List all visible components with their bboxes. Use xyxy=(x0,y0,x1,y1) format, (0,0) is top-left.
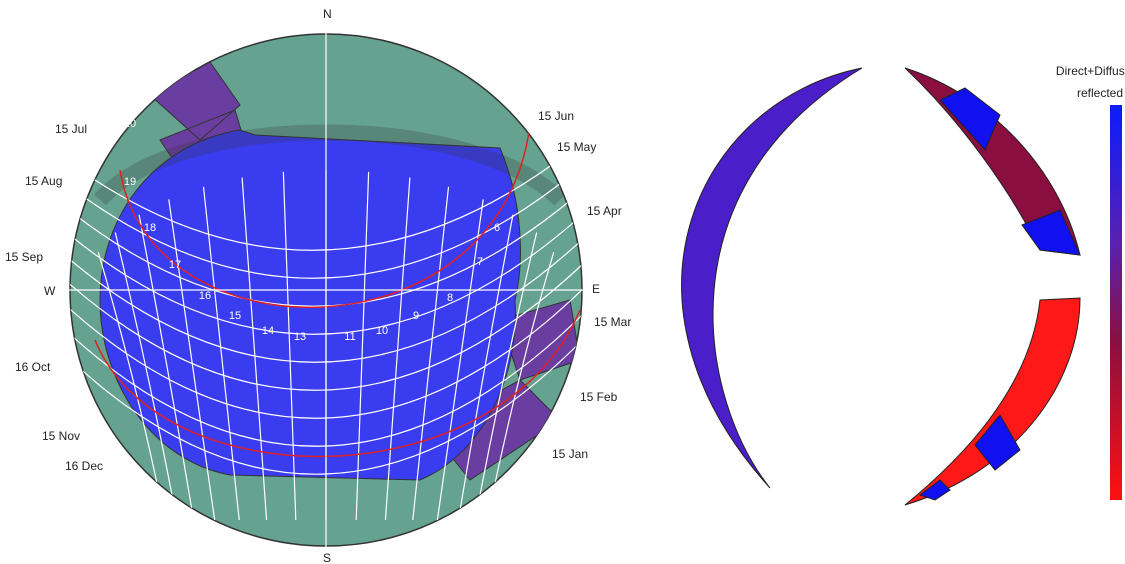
hour-label: 15 xyxy=(229,310,241,322)
hour-label: 14 xyxy=(262,325,274,337)
sun-path-diagram: N S W E xyxy=(44,7,600,564)
hour-line xyxy=(457,214,514,521)
hour-label: 17 xyxy=(169,259,181,271)
hour-line xyxy=(168,199,216,521)
solstice-line xyxy=(119,124,531,309)
south-band xyxy=(904,297,1081,506)
hour-line xyxy=(138,214,195,521)
hour-label: 16 xyxy=(199,290,211,302)
hour-line xyxy=(282,171,297,521)
compass-label: S xyxy=(323,551,331,564)
compass-label: W xyxy=(44,284,56,298)
legend-subtitle: reflected xyxy=(1077,86,1123,100)
hour-label: 10 xyxy=(376,325,388,337)
hour-line xyxy=(355,171,370,521)
visible-sky xyxy=(99,129,521,481)
hour-label: 20 xyxy=(124,118,136,130)
compass-label: E xyxy=(592,282,600,296)
hour-line xyxy=(384,177,411,521)
date-label: 15 Jan xyxy=(552,447,588,461)
compass-label: N xyxy=(323,7,332,21)
date-label: 15 Jul xyxy=(55,122,87,136)
date-label: 15 Apr xyxy=(587,204,622,218)
labels: 15 Jul 15 Aug 15 Sep 16 Oct 15 Nov 16 Dec 15 J… xyxy=(5,109,631,473)
date-label: 15 Sep xyxy=(5,250,43,264)
hour-line xyxy=(474,232,538,521)
legend-bar xyxy=(1110,105,1122,500)
date-label: 15 Nov xyxy=(42,429,80,443)
hour-line xyxy=(436,199,484,521)
date-label: 15 Jun xyxy=(538,109,574,123)
date-label: 15 Feb xyxy=(580,390,618,404)
hour-label: 11 xyxy=(344,331,355,343)
north-band-blue xyxy=(939,87,1081,256)
reflection-panel: Direct+Diffused reflected xyxy=(681,64,1125,506)
date-label: 16 Dec xyxy=(65,459,103,473)
hour-line xyxy=(412,186,450,521)
south-band-blue xyxy=(918,414,1021,501)
hour-label: 19 xyxy=(124,176,136,188)
hour-label: 7 xyxy=(477,256,483,268)
date-label: 15 Aug xyxy=(25,174,62,188)
legend-title: Direct+Diffused xyxy=(1056,64,1125,78)
solstice-line xyxy=(94,309,581,458)
hour-label: 13 xyxy=(294,331,306,343)
date-label: 15 May xyxy=(557,140,596,154)
hour-label: 9 xyxy=(413,310,419,322)
hour-label: 8 xyxy=(447,292,453,304)
date-label: 15 Mar xyxy=(594,315,631,329)
hour-line xyxy=(241,177,268,521)
west-band xyxy=(681,67,863,489)
date-label: 16 Oct xyxy=(15,360,51,374)
hour-label: 18 xyxy=(144,222,156,234)
hour-label: 6 xyxy=(494,222,500,234)
hour-line xyxy=(202,186,240,521)
hour-line xyxy=(114,232,178,521)
